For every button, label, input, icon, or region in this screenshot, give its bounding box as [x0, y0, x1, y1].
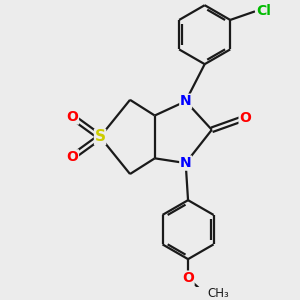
Text: O: O	[182, 271, 194, 285]
Text: N: N	[180, 156, 191, 170]
Text: CH₃: CH₃	[207, 287, 229, 300]
Text: O: O	[67, 150, 78, 164]
Text: Cl: Cl	[256, 4, 271, 18]
Text: S: S	[94, 129, 106, 144]
Text: O: O	[239, 111, 251, 125]
Text: O: O	[67, 110, 78, 124]
Text: N: N	[180, 94, 191, 108]
